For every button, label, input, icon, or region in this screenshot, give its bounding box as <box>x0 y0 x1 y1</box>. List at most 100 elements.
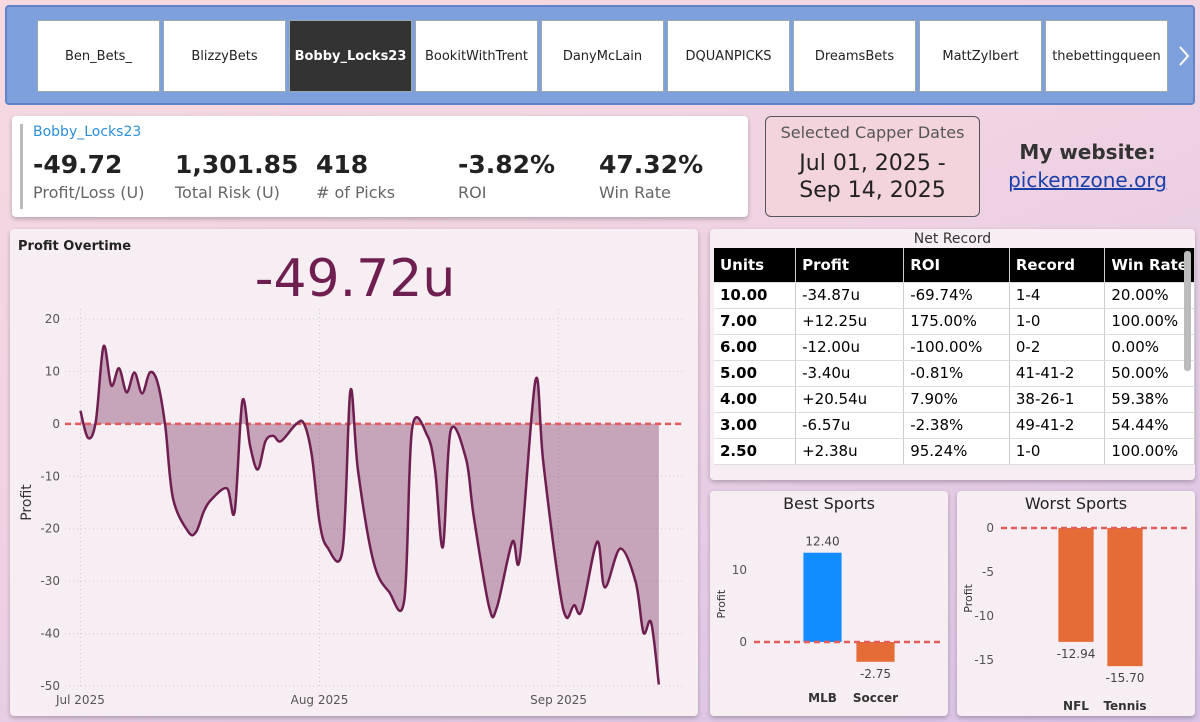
tab[interactable]: DanyMcLain <box>541 20 664 92</box>
x-tick-label: Jul 2025 <box>55 693 105 707</box>
table-cell: +2.38u <box>795 438 905 465</box>
kpi-label: # of Picks <box>316 183 396 202</box>
table-cell: +12.25u <box>795 308 905 335</box>
column-header[interactable]: Win Rate <box>1104 248 1195 283</box>
table-cell: 41-41-2 <box>1009 360 1106 387</box>
x-tick-label: Sep 2025 <box>530 693 587 707</box>
tab[interactable]: DreamsBets <box>793 20 916 92</box>
value-label: -15.70 <box>1106 671 1145 685</box>
date-card: Selected Capper Dates Jul 01, 2025 - Sep… <box>765 116 980 217</box>
table-cell: 1-0 <box>1009 438 1106 465</box>
column-header[interactable]: Units <box>714 248 797 283</box>
table-cell: -3.40u <box>795 360 905 387</box>
table-cell: 59.38% <box>1104 386 1195 413</box>
worst-card: Worst Sports Profit -15 -10 -5 0 -12.94 NFL -15.… <box>957 491 1195 716</box>
website-block: My website: pickemzone.org <box>990 140 1185 192</box>
best-chart: Best Sports Profit 0 10 12.40 MLB -2.75 Soccer <box>715 494 942 705</box>
table-cell: 100.00% <box>1104 308 1195 335</box>
tab[interactable]: BlizzyBets <box>163 20 286 92</box>
table-cell: -69.74% <box>903 282 1010 309</box>
area <box>80 345 659 685</box>
y-tick-label: -10 <box>974 609 994 623</box>
kpi-value: 47.32% <box>599 150 704 179</box>
column-header[interactable]: Profit <box>795 248 905 283</box>
table-cell: 175.00% <box>903 308 1010 335</box>
table-cell: 38-26-1 <box>1009 386 1106 413</box>
date-line: Sep 14, 2025 <box>799 178 946 203</box>
profit-card: Profit Overtime -49.72u Profit -50 -40 -30 -20… <box>10 229 698 716</box>
y-tick-label: 0 <box>52 417 60 431</box>
headline: -49.72u <box>255 249 456 309</box>
table-card: Net Record Units Profit ROI Record Win Rate 1… <box>710 229 1195 480</box>
net-record-table: Units Profit ROI Record Win Rate 10.00 -34.87u… <box>714 248 1195 465</box>
value-label: -12.94 <box>1057 647 1096 661</box>
table-row: 6.00 -12.00u -100.00% 0-2 0.00% <box>714 334 1195 361</box>
table-cell: 6.00 <box>714 334 797 361</box>
table-cell: 20.00% <box>1104 282 1195 309</box>
y-axis-label: Profit <box>715 589 728 618</box>
x-tick-label: NFL <box>1063 699 1089 713</box>
tab[interactable]: BookitWithTrent <box>415 20 538 92</box>
tab-bar: Ben_Bets_ BlizzyBets Bobby_Locks23 BookitWi… <box>5 5 1195 105</box>
next-arrow[interactable] <box>1177 45 1191 67</box>
bar <box>1107 528 1143 667</box>
y-tick-label: 0 <box>986 521 994 535</box>
tab[interactable]: thebettingqueen <box>1045 20 1168 92</box>
best-card: Best Sports Profit 0 10 12.40 MLB -2.75 Soccer <box>710 491 948 716</box>
value-label: 12.40 <box>805 535 839 549</box>
table-row: 7.00 +12.25u 175.00% 1-0 100.00% <box>714 308 1195 335</box>
table-cell: 1-4 <box>1009 282 1106 309</box>
table-cell: 0-2 <box>1009 334 1106 361</box>
kpi-card: Bobby_Locks23 -49.72 Profit/Loss (U) 1,301… <box>12 116 748 217</box>
y-tick-label: -40 <box>40 627 60 641</box>
website-link[interactable]: pickemzone.org <box>1008 168 1167 192</box>
kpi-label: ROI <box>458 183 487 202</box>
table-cell: 50.00% <box>1104 360 1195 387</box>
column-header[interactable]: ROI <box>903 248 1010 283</box>
table-cell: -12.00u <box>795 334 905 361</box>
header-row: Units Profit ROI Record Win Rate <box>714 248 1195 283</box>
kpi-value: 1,301.85 <box>175 150 299 179</box>
table-cell: 100.00% <box>1104 438 1195 465</box>
kpi-label: Total Risk (U) <box>175 183 280 202</box>
y-tick-label: -30 <box>40 574 60 588</box>
column-header[interactable]: Record <box>1009 248 1106 283</box>
bar <box>803 552 842 642</box>
chart-title: Best Sports <box>783 494 875 513</box>
tab[interactable]: Ben_Bets_ <box>37 20 160 92</box>
table-title: Net Record <box>913 231 992 247</box>
date-title: Selected Capper Dates <box>780 123 965 142</box>
table-cell: 7.00 <box>714 308 797 335</box>
bar <box>1058 528 1094 642</box>
profit-chart: Profit Overtime -49.72u Profit -50 -40 -30 -20… <box>18 239 682 707</box>
scrollbar[interactable] <box>1184 251 1191 371</box>
table-cell: 1-0 <box>1009 308 1106 335</box>
accent-bar <box>20 124 23 209</box>
y-tick-label: -15 <box>974 653 994 667</box>
table-cell: 95.24% <box>903 438 1010 465</box>
tab[interactable]: DQUANPICKS <box>667 20 790 92</box>
table-cell: 3.00 <box>714 412 797 439</box>
y-tick-label: 10 <box>732 563 747 577</box>
table-cell: 54.44% <box>1104 412 1195 439</box>
table-row: 10.00 -34.87u -69.74% 1-4 20.00% <box>714 282 1195 309</box>
kpi-value: 418 <box>316 150 369 179</box>
y-tick-label: -10 <box>40 469 60 483</box>
table-cell: 10.00 <box>714 282 797 309</box>
table-cell: -100.00% <box>903 334 1010 361</box>
tab[interactable]: Bobby_Locks23 <box>289 20 412 92</box>
y-tick-label: 0 <box>739 635 747 649</box>
y-tick-label: 20 <box>45 312 60 326</box>
kpi-label: Profit/Loss (U) <box>33 183 145 202</box>
table-cell: 2.50 <box>714 438 797 465</box>
y-axis-label: Profit <box>19 484 35 521</box>
tab[interactable]: MattZylbert <box>919 20 1042 92</box>
table-cell: 5.00 <box>714 360 797 387</box>
table-cell: 4.00 <box>714 386 797 413</box>
x-tick-label: Tennis <box>1103 699 1146 713</box>
kpi-value: -3.82% <box>458 150 556 179</box>
value-label: -2.75 <box>860 667 891 681</box>
y-tick-label: -50 <box>40 679 60 693</box>
table-row: 5.00 -3.40u -0.81% 41-41-2 50.00% <box>714 360 1195 387</box>
